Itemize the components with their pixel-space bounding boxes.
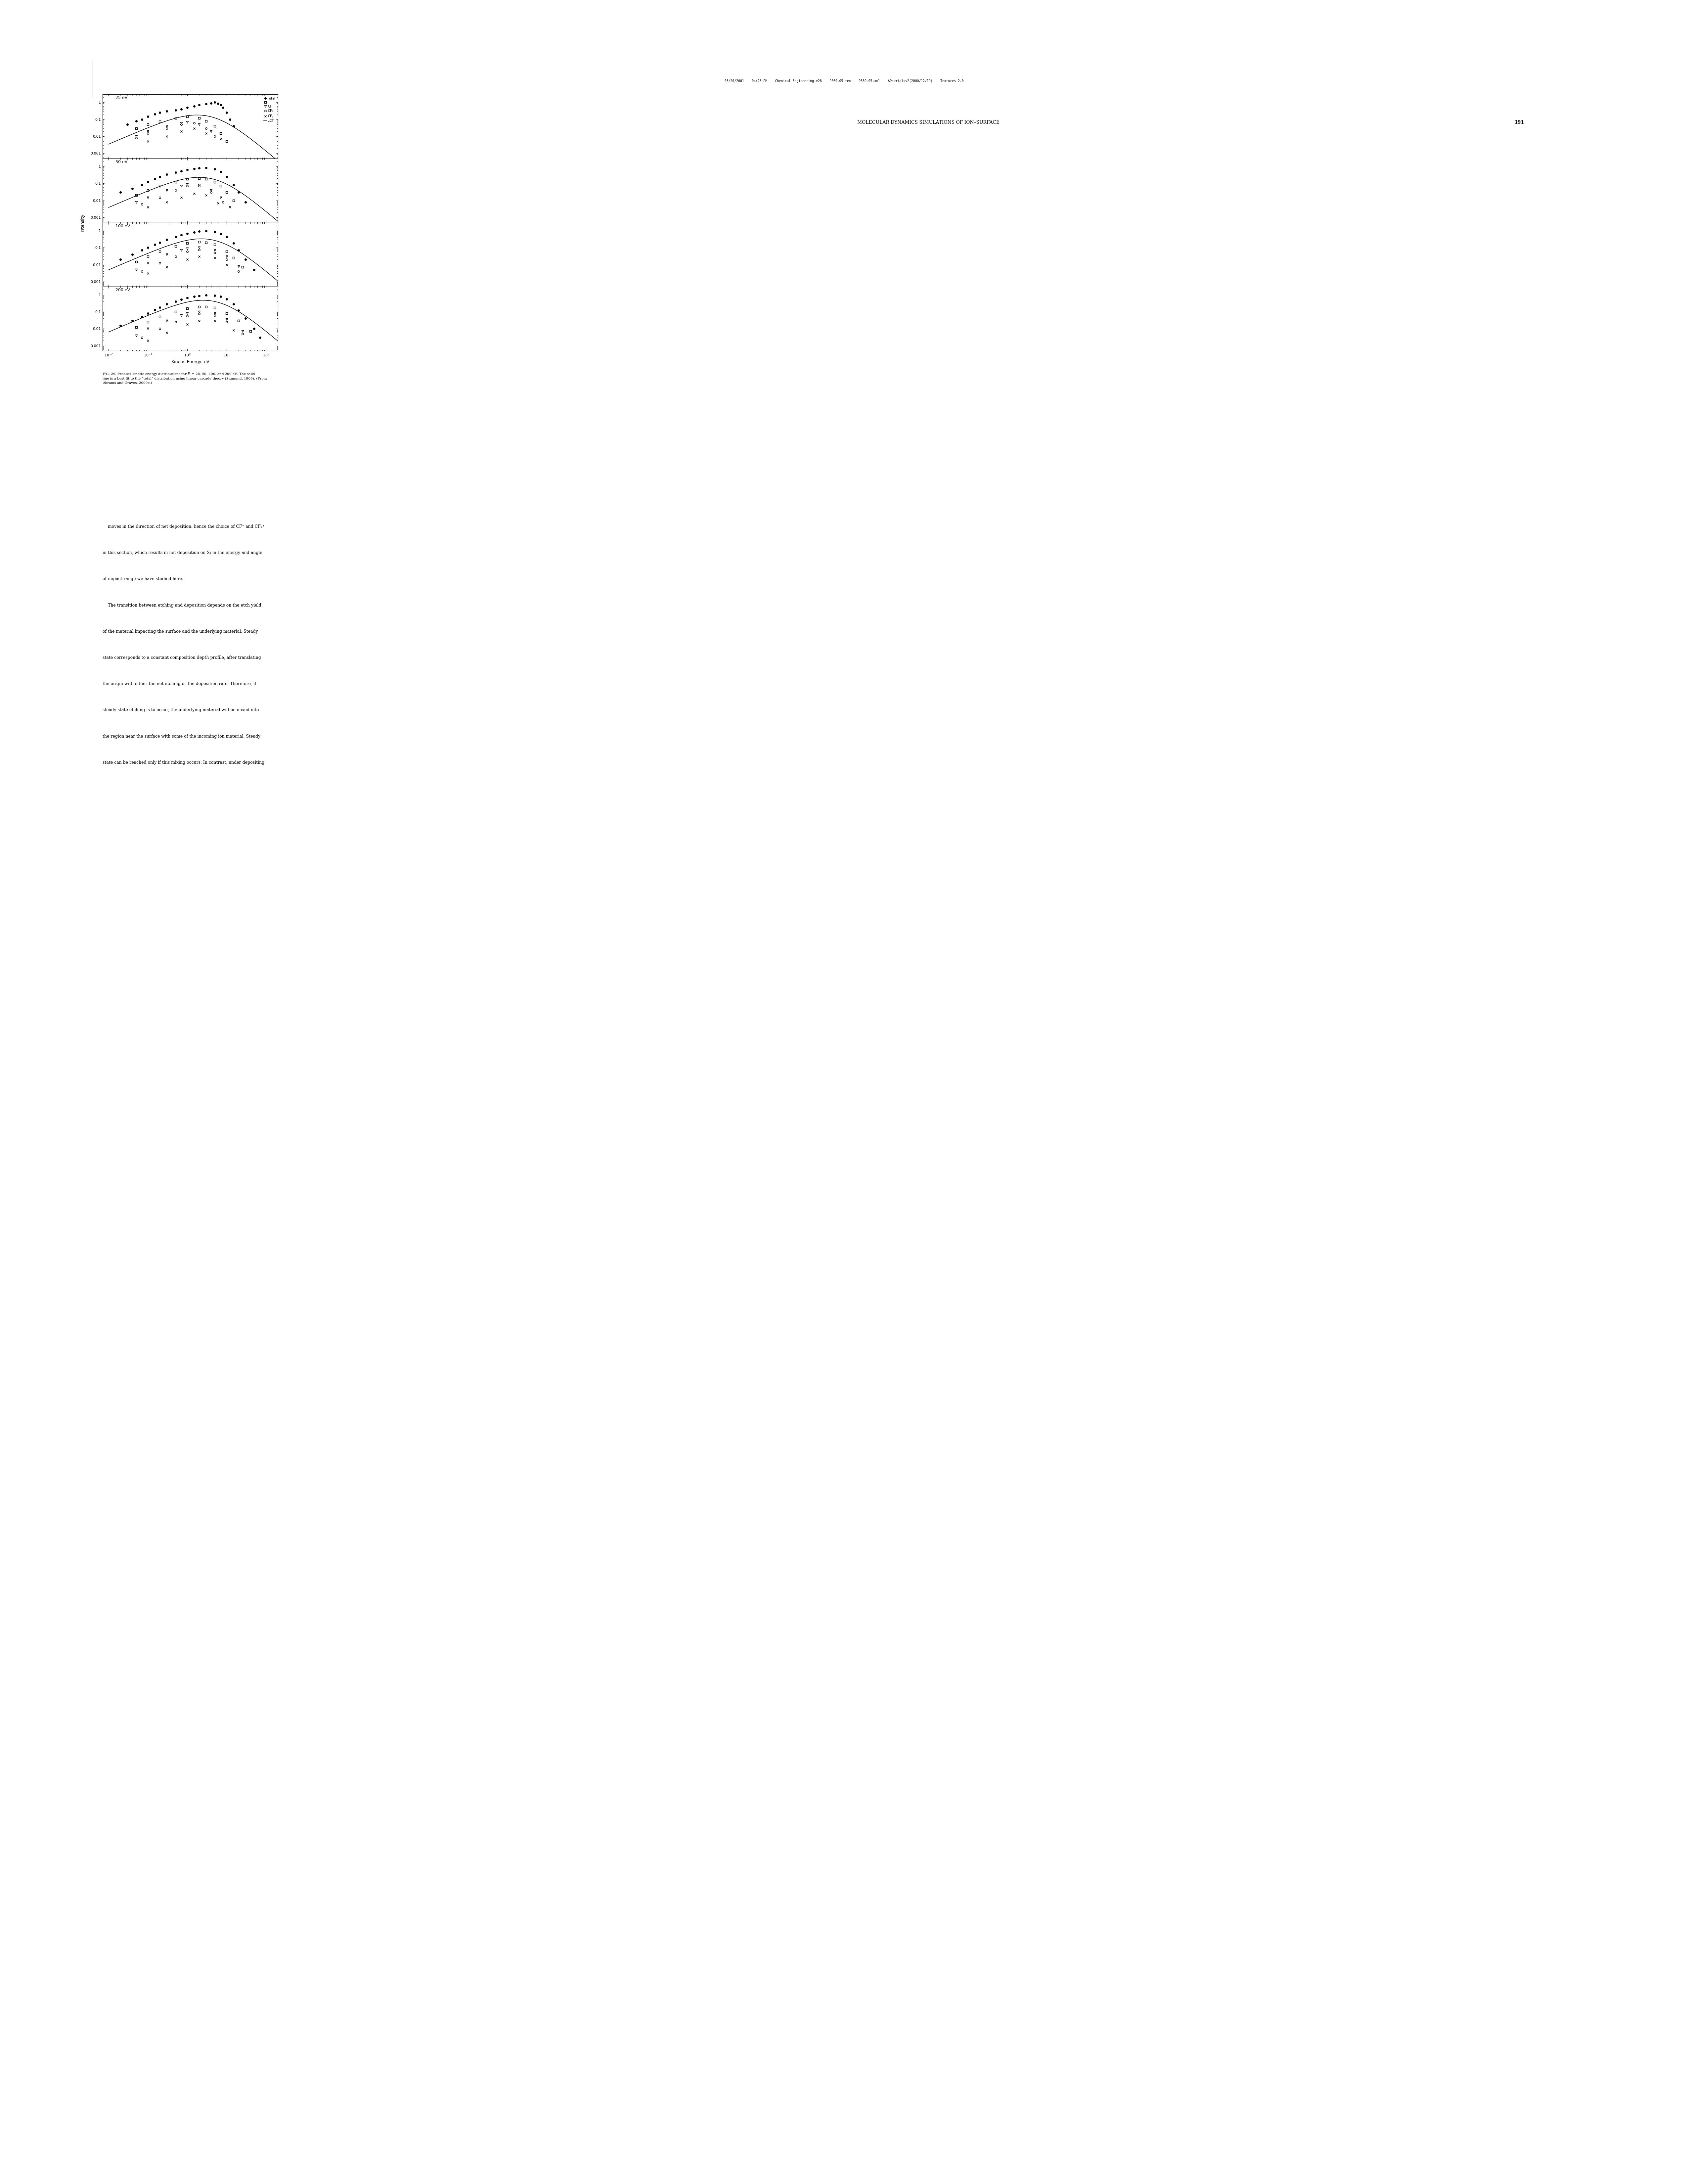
Text: moves in the direction of net deposition: hence the choice of CF⁺ and CF₂⁺: moves in the direction of net deposition… [103, 524, 265, 529]
Text: of the material impacting the surface and the underlying material. Steady: of the material impacting the surface an… [103, 629, 258, 633]
Text: Intensity: Intensity [79, 214, 84, 232]
Text: 100 eV: 100 eV [115, 225, 130, 227]
Text: steady-state etching is to occur, the underlying material will be mixed into: steady-state etching is to occur, the un… [103, 708, 258, 712]
Text: the region near the surface with some of the incoming ion material. Steady: the region near the surface with some of… [103, 734, 260, 738]
Text: in this section, which results in net deposition on Si in the energy and angle: in this section, which results in net de… [103, 550, 262, 555]
Text: 191: 191 [1514, 120, 1524, 124]
Text: 50 eV: 50 eV [115, 159, 128, 164]
X-axis label: Kinetic Energy, eV: Kinetic Energy, eV [170, 360, 209, 365]
Text: state corresponds to a constant composition depth profile, after translating: state corresponds to a constant composit… [103, 655, 262, 660]
Text: 200 eV: 200 eV [115, 288, 130, 293]
Text: The transition between etching and deposition depends on the etch yield: The transition between etching and depos… [103, 603, 262, 607]
Legend: Total, F, CF, CF$_2$, CF$_3$, LCT: Total, F, CF, CF$_2$, CF$_3$, LCT [263, 96, 277, 124]
Text: of impact range we have studied here.: of impact range we have studied here. [103, 577, 184, 581]
Text: 08/20/2001    04:23 PM    Chemical Engineering-v28    PS69-05.tex    PS69-05.xml: 08/20/2001 04:23 PM Chemical Engineering… [724, 79, 964, 83]
Text: the origin with either the net etching or the deposition rate. Therefore, if: the origin with either the net etching o… [103, 681, 257, 686]
Text: 25 eV: 25 eV [115, 96, 128, 100]
Text: MOLECULAR DYNAMICS SIMULATIONS OF ION–SURFACE: MOLECULAR DYNAMICS SIMULATIONS OF ION–SU… [858, 120, 999, 124]
Text: state can be reached only if this mixing occurs. In contrast, under depositing: state can be reached only if this mixing… [103, 760, 265, 764]
Text: FᴵG. 29. Product kinetic energy distributions for $E_i$ = 25, 50, 100, and 200 e: FᴵG. 29. Product kinetic energy distribu… [103, 371, 267, 384]
